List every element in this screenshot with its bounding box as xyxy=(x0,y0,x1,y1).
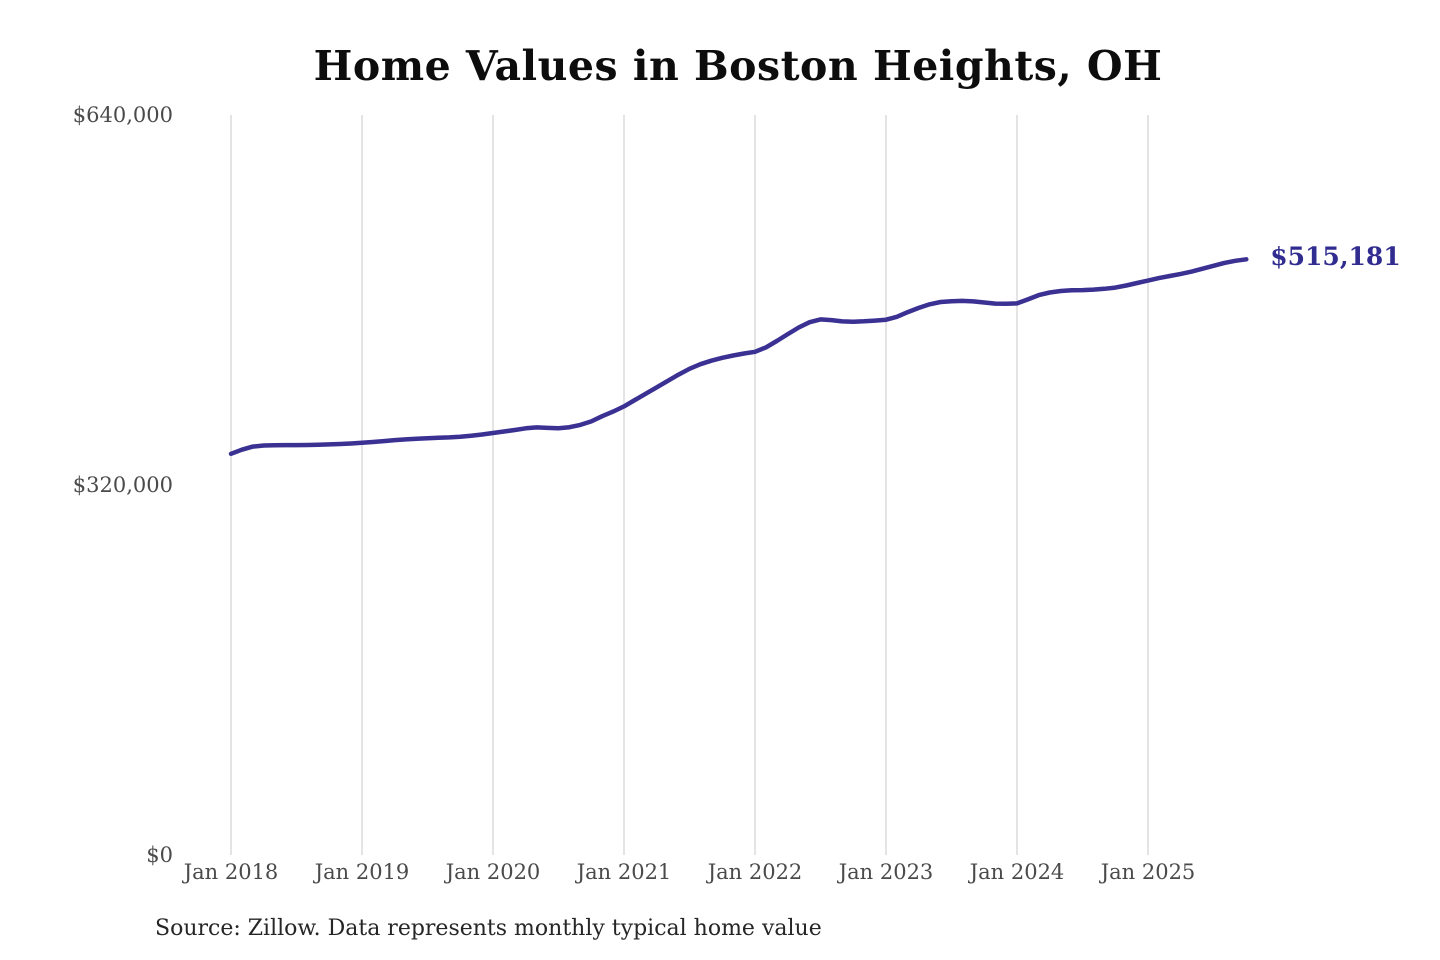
x-tick-jan-2019: Jan 2019 xyxy=(313,860,410,884)
x-tick-jan-2025: Jan 2025 xyxy=(1099,860,1196,884)
x-tick-jan-2020: Jan 2020 xyxy=(444,860,541,884)
y-tick-0: $0 xyxy=(146,843,173,867)
x-tick-jan-2021: Jan 2021 xyxy=(575,860,672,884)
x-tick-jan-2024: Jan 2024 xyxy=(968,860,1065,884)
source-note: Source: Zillow. Data represents monthly … xyxy=(155,916,822,941)
x-tick-jan-2023: Jan 2023 xyxy=(837,860,934,884)
chart-title: Home Values in Boston Heights, OH xyxy=(313,42,1163,90)
y-tick-640000: $640,000 xyxy=(73,103,173,127)
y-axis-tick-labels: $640,000 $320,000 $0 xyxy=(73,103,173,867)
vertical-gridlines xyxy=(230,115,1149,855)
x-tick-jan-2018: Jan 2018 xyxy=(182,860,279,884)
latest-value-label: $515,181 xyxy=(1270,242,1401,272)
y-tick-320000: $320,000 xyxy=(73,473,173,497)
x-axis-tick-labels: Jan 2018 Jan 2019 Jan 2020 Jan 2021 Jan … xyxy=(182,860,1196,884)
home-value-series-line xyxy=(228,257,1249,457)
x-tick-jan-2022: Jan 2022 xyxy=(706,860,803,884)
